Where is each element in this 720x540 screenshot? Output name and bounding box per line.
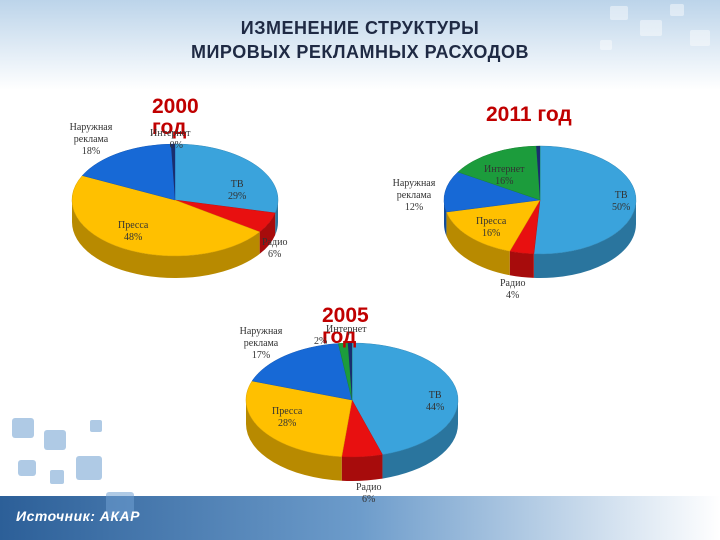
label-2000-radio-value: 6% xyxy=(268,249,282,260)
slide-title-line2: МИРОВЫХ РЕКЛАМНЫХ РАСХОДОВ xyxy=(191,42,529,62)
label-2005-outdoor-name: Наружная реклама xyxy=(239,326,283,349)
pie-2000-slice-tv xyxy=(174,143,279,214)
pie-2005-slice-outdoor xyxy=(251,343,353,401)
label-2000-radio: Радио 6% xyxy=(262,237,287,261)
label-2005-radio-name: Радио xyxy=(356,482,382,493)
label-2011-tv: ТВ 50% xyxy=(612,190,630,214)
pie-2000 xyxy=(71,143,279,278)
label-2000-internet: Интернет 0% xyxy=(150,128,191,152)
label-2000-internet-name: Интернет xyxy=(150,128,191,139)
pie-2005-slice-press xyxy=(245,380,353,457)
pie-2000-slice-edge xyxy=(170,144,175,200)
label-2000-press-value: 48% xyxy=(124,232,143,243)
chart-2000-title: 2000 год xyxy=(152,96,199,138)
pie-2011-slice-edge xyxy=(536,146,540,200)
label-2000-internet-value: 0% xyxy=(169,140,183,151)
pie-2005-side-radio xyxy=(341,454,383,481)
label-2005-internet-name: Интернет xyxy=(326,324,367,335)
label-2011-press: Пресса 16% xyxy=(476,216,506,240)
pie-2000-slice-press xyxy=(71,175,261,257)
pie-2000-side-tv xyxy=(275,200,278,235)
chart-2005-year: 2005 xyxy=(322,304,369,327)
source-note: Источник: АКАР xyxy=(16,508,140,524)
pie-2011-side-tv xyxy=(533,200,636,278)
label-2011-tv-value: 50% xyxy=(612,202,631,213)
label-2011-internet: Интернет 16% xyxy=(484,164,525,188)
slide-title-line1: ИЗМЕНЕНИЕ СТРУКТУРЫ xyxy=(240,18,480,38)
label-2011-press-name: Пресса xyxy=(476,216,507,227)
pie-2005-slice-tv xyxy=(351,342,459,455)
chart-2005-title: 2005 год xyxy=(322,305,369,347)
label-2000-outdoor-value: 18% xyxy=(81,146,101,157)
label-2011-press-value: 16% xyxy=(482,228,501,239)
pie-2005-slice-edge xyxy=(347,343,352,400)
label-2005-press-value: 28% xyxy=(278,418,297,429)
label-2005-internet-value: 2% xyxy=(314,336,328,347)
chart-2000-year: 2000 xyxy=(152,95,199,118)
label-2011-outdoor: Наружная реклама 12% xyxy=(392,178,436,214)
pie-2005-side-press xyxy=(246,400,342,481)
pie-2011-slice-press xyxy=(446,199,541,252)
pie-2011-side-outdoor xyxy=(444,200,447,237)
label-2011-outdoor-name: Наружная реклама xyxy=(392,178,436,201)
chart-2011-title: 2011 год xyxy=(486,103,572,126)
pie-2005 xyxy=(245,342,459,481)
label-2005-tv: ТВ 44% xyxy=(426,390,444,414)
label-2005-press-name: Пресса xyxy=(272,406,303,417)
label-2011-internet-value: 16% xyxy=(495,176,514,187)
label-2011-radio: Радио 4% xyxy=(500,278,525,302)
label-2005-press: Пресса 28% xyxy=(272,406,302,430)
label-2011-radio-value: 4% xyxy=(506,290,520,301)
label-2000-press: Пресса 48% xyxy=(118,220,148,244)
pie-2011-slice-tv xyxy=(533,145,637,255)
label-2000-tv-value: 29% xyxy=(228,191,247,202)
pie-2000-side-press xyxy=(72,200,260,278)
label-2011-tv-name: ТВ xyxy=(614,190,628,201)
label-2005-outdoor: Наружная реклама 17% xyxy=(232,326,290,362)
label-2000-tv-name: ТВ xyxy=(230,179,244,190)
pie-2011-slice-outdoor xyxy=(443,171,541,213)
label-2000-outdoor: Наружная реклама 18% xyxy=(62,122,120,158)
label-2000-radio-name: Радио xyxy=(262,237,288,248)
pie-2011 xyxy=(443,145,637,278)
label-2011-radio-name: Радио xyxy=(500,278,526,289)
label-2000-outdoor-name: Наружная реклама xyxy=(69,122,113,145)
pie-2000-side-radio xyxy=(259,212,276,254)
pie-2011-slice-internet xyxy=(457,145,541,201)
pie-2000-slice-outdoor xyxy=(81,143,176,201)
pie-2011-side-press xyxy=(446,212,510,276)
chart-2005-year-word: год xyxy=(322,325,357,348)
label-2000-tv: ТВ 29% xyxy=(228,179,246,203)
label-2005-radio-value: 6% xyxy=(362,494,376,505)
label-2005-tv-value: 44% xyxy=(426,402,445,413)
label-2005-radio: Радио 6% xyxy=(356,482,381,506)
label-2011-outdoor-value: 12% xyxy=(404,202,424,213)
label-2005-tv-name: ТВ xyxy=(428,390,442,401)
pie-2005-side-tv xyxy=(382,400,458,479)
label-2011-internet-name: Интернет xyxy=(484,164,525,175)
pie-2011-side-radio xyxy=(509,251,534,278)
pie-2005-slice-internet xyxy=(337,342,353,401)
chart-2000-year-word: год xyxy=(152,116,187,139)
label-2005-internet: Интернет 2% xyxy=(314,324,367,348)
label-2000-press-name: Пресса xyxy=(118,220,149,231)
label-2005-outdoor-value: 17% xyxy=(251,350,271,361)
